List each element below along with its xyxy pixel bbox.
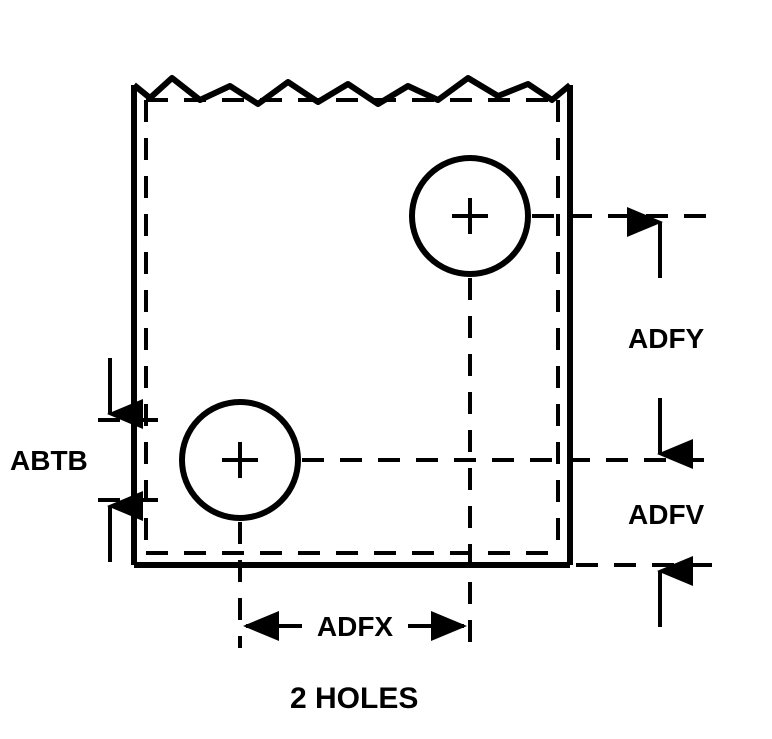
- label-adfx: ADFX: [317, 611, 394, 642]
- plate-outline: [134, 78, 570, 565]
- hidden-outline: [146, 100, 558, 553]
- engineering-drawing: ADFX ABTB ADFY ADFV 2 HOLES: [0, 0, 772, 739]
- label-adfy: ADFY: [628, 323, 705, 354]
- hole-1: [412, 158, 528, 274]
- hole-2: [182, 402, 298, 518]
- title: 2 HOLES: [290, 682, 418, 715]
- label-adfv: ADFV: [628, 499, 705, 530]
- label-abtb: ABTB: [10, 445, 88, 476]
